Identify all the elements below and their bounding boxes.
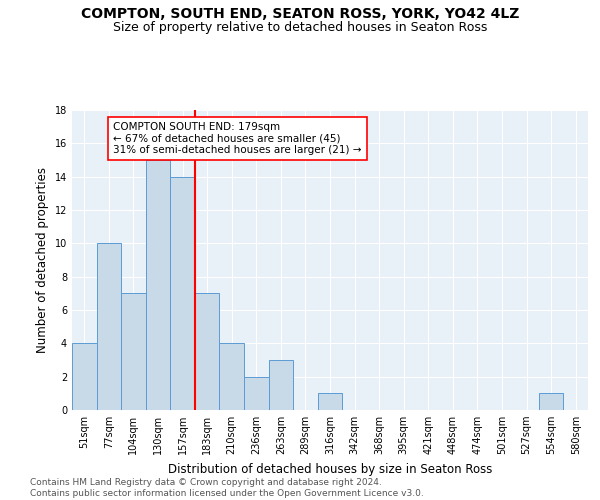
X-axis label: Distribution of detached houses by size in Seaton Ross: Distribution of detached houses by size … — [168, 462, 492, 475]
Text: COMPTON, SOUTH END, SEATON ROSS, YORK, YO42 4LZ: COMPTON, SOUTH END, SEATON ROSS, YORK, Y… — [81, 8, 519, 22]
Bar — [72, 344, 97, 410]
Bar — [97, 244, 121, 410]
Bar — [170, 176, 195, 410]
Text: Contains HM Land Registry data © Crown copyright and database right 2024.
Contai: Contains HM Land Registry data © Crown c… — [30, 478, 424, 498]
Text: COMPTON SOUTH END: 179sqm
← 67% of detached houses are smaller (45)
31% of semi-: COMPTON SOUTH END: 179sqm ← 67% of detac… — [113, 122, 362, 155]
Text: Size of property relative to detached houses in Seaton Ross: Size of property relative to detached ho… — [113, 21, 487, 34]
Y-axis label: Number of detached properties: Number of detached properties — [36, 167, 49, 353]
Bar — [269, 360, 293, 410]
Bar — [318, 394, 342, 410]
Bar — [121, 294, 146, 410]
Bar — [146, 160, 170, 410]
Bar — [195, 294, 220, 410]
Bar — [539, 394, 563, 410]
Bar — [220, 344, 244, 410]
Bar — [244, 376, 269, 410]
